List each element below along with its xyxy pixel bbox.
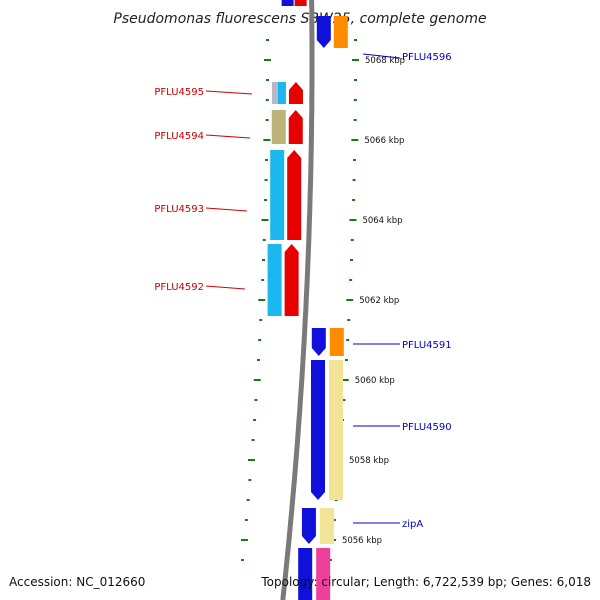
scale-label: 5064 kbp (362, 216, 402, 226)
tick-mark-right (329, 559, 332, 561)
tick-mark-left (248, 459, 255, 461)
tick-mark-right (345, 359, 348, 361)
leader-line-left (205, 285, 246, 290)
tick-mark-left (262, 239, 266, 241)
scale-labels: 5068 kbp 5066 kbp 5064 kbp 5062 kbp 5060 kbp… (342, 56, 405, 546)
feature-blocks (267, 0, 348, 600)
tick-mark-left (246, 499, 250, 501)
tick-mark-left (258, 299, 266, 301)
tick-mark-right (352, 179, 356, 181)
tick-mark-right (352, 199, 356, 201)
tick-mark-right (346, 339, 350, 341)
tick-mark-right (332, 519, 336, 521)
tick-mark-left (253, 379, 261, 381)
feature-cds-pflu4591 (311, 328, 326, 356)
tick-mark-left (254, 399, 258, 401)
tick-mark-right (349, 219, 357, 221)
tick-mark-right (352, 59, 359, 61)
scale-label: 5062 kbp (359, 296, 399, 306)
tick-mark-left (265, 119, 269, 121)
feature-cds-pflu4594 (288, 110, 303, 144)
gene-label-pflu4594: PFLU4594 (154, 131, 204, 142)
tick-mark-left (265, 99, 269, 101)
leader-line-left (205, 134, 251, 139)
tick-mark-right (350, 259, 353, 261)
gene-label-zipa: zipA (402, 519, 423, 530)
tick-mark-left (253, 419, 257, 421)
tick-mark-left (258, 339, 262, 341)
tick-mark-left (264, 179, 268, 181)
tick-mark-left (248, 479, 252, 481)
feature-block-pflu4592 (267, 244, 282, 316)
gene-label-pflu4590: PFLU4590 (402, 422, 452, 433)
feature-cds-pflu4595 (288, 82, 303, 104)
leader-line-left (205, 207, 248, 212)
feature-block-pflu4596 (333, 16, 348, 48)
leader-line-left (205, 90, 253, 95)
feature-block-bottom (316, 548, 331, 600)
tick-mark-right (353, 99, 357, 101)
tick-mark-left (264, 59, 271, 61)
gene-label-pflu4592: PFLU4592 (154, 282, 204, 293)
feature-block (281, 0, 294, 6)
tick-mark-left (261, 279, 265, 281)
feature-block-pflu4595 (277, 82, 286, 104)
scale-label: 5058 kbp (349, 456, 389, 466)
map-title: Pseudomonas fluorescens SBW25, complete … (113, 11, 486, 27)
gene-label-pflu4595: PFLU4595 (154, 87, 204, 98)
tick-mark-left (257, 359, 260, 361)
feature-block-pflu4595 (271, 82, 278, 104)
tick-mark-left (251, 439, 255, 441)
tick-mark-left (240, 539, 248, 541)
feature-block-pflu4593 (270, 150, 285, 240)
tick-mark-right (341, 379, 349, 381)
tick-mark-left (265, 79, 269, 81)
scale-label: 5060 kbp (355, 376, 395, 386)
feature-cds-zipa (301, 508, 316, 544)
scale-label: 5068 kbp (365, 56, 405, 66)
tick-mark-left (264, 199, 268, 201)
feature-cds-pflu4592 (284, 244, 299, 316)
tick-mark-left (259, 319, 263, 321)
topology-text: Topology: circular; Length: 6,722,539 bp… (260, 575, 591, 589)
label-leader-lines (205, 53, 401, 524)
feature-block (294, 0, 307, 6)
feature-block-pflu4590 (329, 360, 343, 500)
leader-line-right (362, 53, 401, 59)
tick-mark-left (263, 139, 271, 141)
gene-label-pflu4593: PFLU4593 (154, 204, 204, 215)
tick-mark-right (351, 139, 359, 141)
feature-block-pflu4591 (329, 328, 344, 356)
feature-cds-pflu4593 (287, 150, 302, 240)
tick-mark-right (346, 299, 354, 301)
tick-mark-left (244, 519, 248, 521)
tick-mark-right (349, 279, 353, 281)
gene-labels: PFLU4595 PFLU4594 PFLU4593 PFLU4592 PFLU4596… (154, 52, 451, 530)
feature-cds-pflu4596 (316, 16, 331, 48)
tick-mark-left (265, 159, 268, 161)
tick-mark-right (350, 239, 354, 241)
gene-label-pflu4596: PFLU4596 (402, 52, 452, 63)
tick-mark-right (353, 79, 357, 81)
tick-mark-right (347, 319, 351, 321)
tick-mark-left (261, 219, 269, 221)
feature-cds-bottom (298, 548, 313, 600)
accession-text: Accession: NC_012660 (9, 575, 145, 589)
tick-mark-right (353, 159, 356, 161)
genome-backbone (280, 0, 315, 600)
scale-ticks-left (240, 39, 271, 561)
gene-label-pflu4591: PFLU4591 (402, 340, 452, 351)
tick-mark-right (353, 119, 357, 121)
feature-block-zipa (319, 508, 334, 544)
scale-label: 5056 kbp (342, 536, 382, 546)
tick-mark-right (353, 39, 357, 41)
feature-block-pflu4594 (271, 110, 286, 144)
scale-label: 5066 kbp (364, 136, 404, 146)
tick-mark-left (241, 559, 244, 561)
tick-mark-right (342, 399, 346, 401)
tick-mark-left (262, 259, 265, 261)
tick-mark-left (265, 39, 269, 41)
feature-cds-pflu4590 (311, 360, 325, 500)
